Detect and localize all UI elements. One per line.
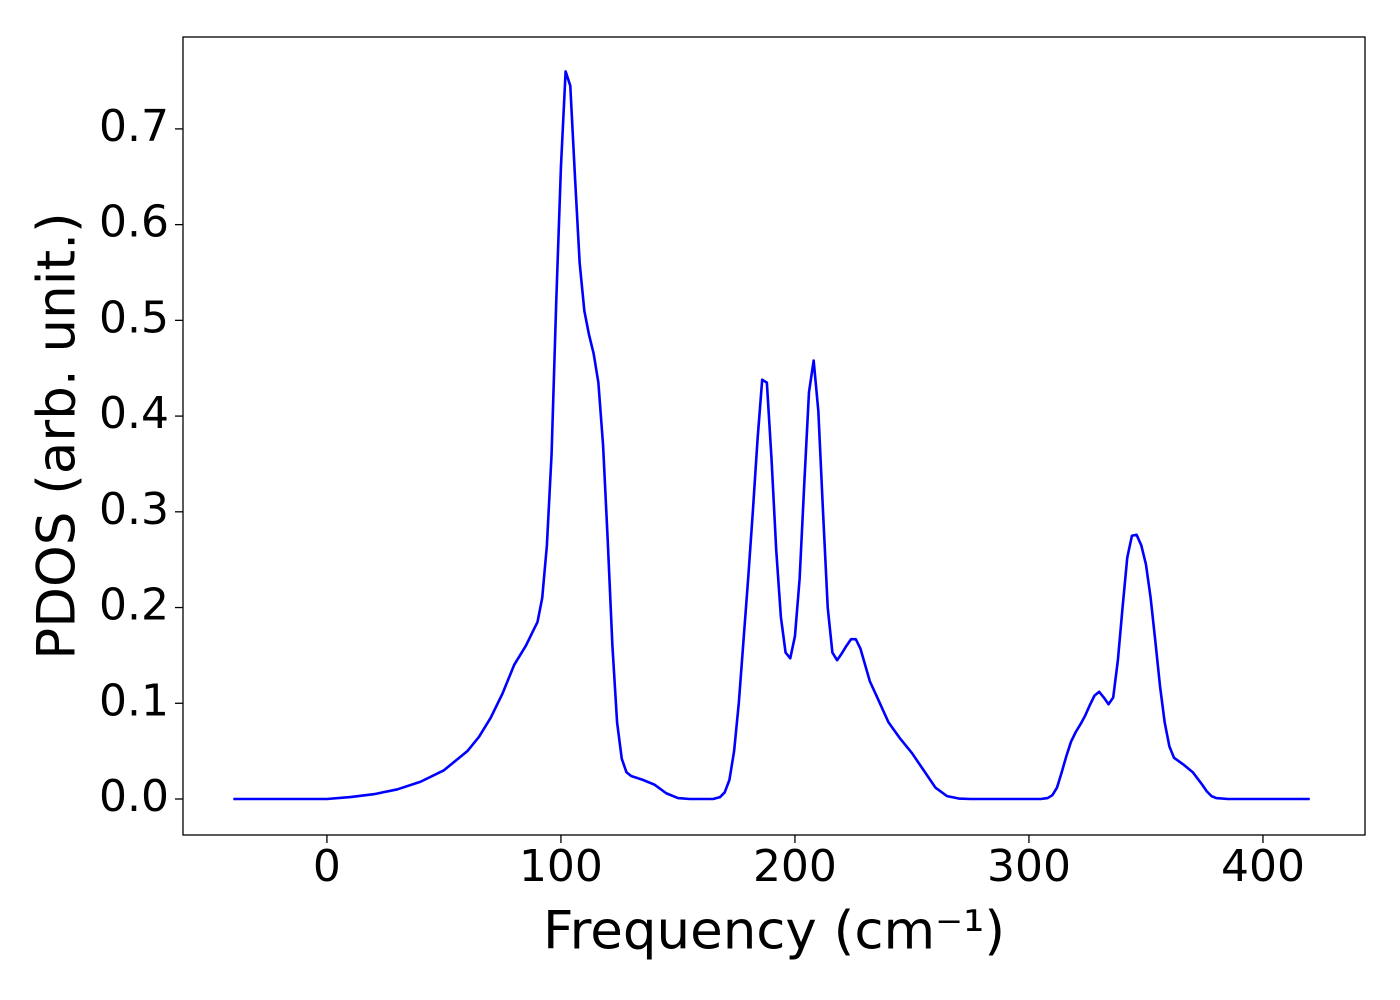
y-tick-label: 0.6 (99, 197, 169, 248)
y-axis-label: PDOS (arb. unit.) (27, 212, 88, 659)
y-tick-label: 0.5 (99, 292, 169, 343)
x-tick-label: 300 (987, 841, 1071, 892)
x-tick-label: 400 (1221, 841, 1305, 892)
x-tick-label: 200 (753, 841, 837, 892)
y-tick-label: 0.2 (99, 580, 169, 631)
y-tick-label: 0.3 (99, 484, 169, 535)
y-tick-label: 0.1 (99, 675, 169, 726)
y-tick-label: 0.0 (99, 771, 169, 822)
y-tick-label: 0.7 (99, 101, 169, 152)
x-tick-label: 0 (313, 841, 341, 892)
x-tick-label: 100 (519, 841, 603, 892)
plot-frame (182, 36, 1366, 836)
data-line (233, 70, 1310, 801)
x-axis-label: Frequency (cm⁻¹) (543, 901, 1005, 962)
y-tick-label: 0.4 (99, 388, 169, 439)
